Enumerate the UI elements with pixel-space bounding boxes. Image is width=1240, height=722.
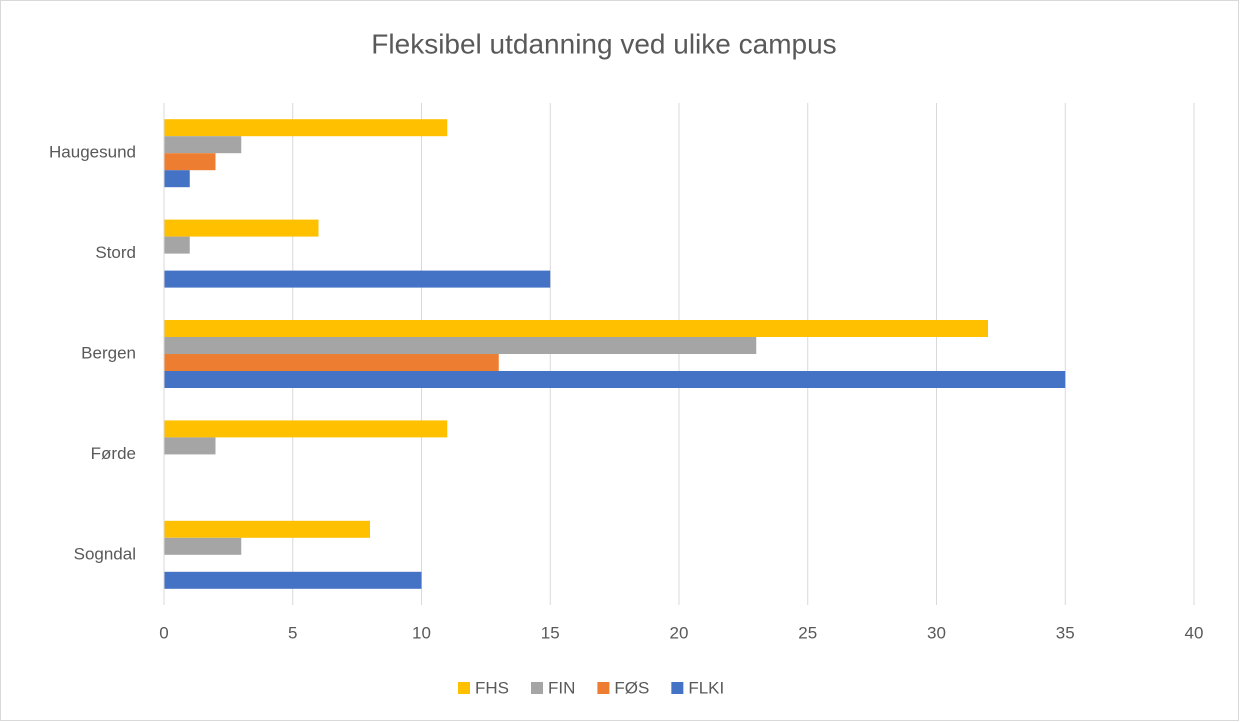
bar <box>164 153 216 171</box>
bar <box>164 371 1066 388</box>
legend-label: FHS <box>475 678 509 697</box>
bar <box>164 520 370 538</box>
y-tick-label: Sogndal <box>74 544 136 563</box>
x-tick-label: 35 <box>1056 623 1075 642</box>
x-tick-label: 0 <box>159 623 168 642</box>
x-tick-label: 20 <box>670 623 689 642</box>
y-tick-label: Bergen <box>81 343 136 362</box>
legend-label: FLKI <box>688 678 724 697</box>
legend-swatch <box>458 682 470 694</box>
legend-label: FØS <box>614 678 649 697</box>
x-tick-label: 10 <box>412 623 431 642</box>
chart-title: Fleksibel utdanning ved ulike campus <box>371 28 836 59</box>
y-tick-label: Haugesund <box>49 143 136 162</box>
legend-label: FIN <box>548 678 575 697</box>
x-tick-label: 15 <box>541 623 560 642</box>
bar <box>164 170 190 188</box>
x-tick-label: 30 <box>927 623 946 642</box>
bar <box>164 354 499 371</box>
legend-swatch <box>597 682 610 694</box>
legend-swatch <box>671 682 684 694</box>
legend-swatch <box>531 682 543 694</box>
bar <box>164 437 216 455</box>
y-tick-label: Førde <box>91 444 136 463</box>
bar <box>164 537 242 555</box>
bar <box>164 136 242 154</box>
bar <box>164 337 757 354</box>
x-tick-label: 25 <box>798 623 817 642</box>
x-tick-label: 5 <box>288 623 297 642</box>
bar <box>164 119 448 137</box>
bar <box>164 219 319 237</box>
bar <box>164 420 448 438</box>
y-tick-label: Stord <box>95 243 136 262</box>
bar <box>164 571 422 589</box>
bar <box>164 270 551 288</box>
bar <box>164 320 988 337</box>
x-tick-label: 40 <box>1185 623 1204 642</box>
bar <box>164 236 190 254</box>
